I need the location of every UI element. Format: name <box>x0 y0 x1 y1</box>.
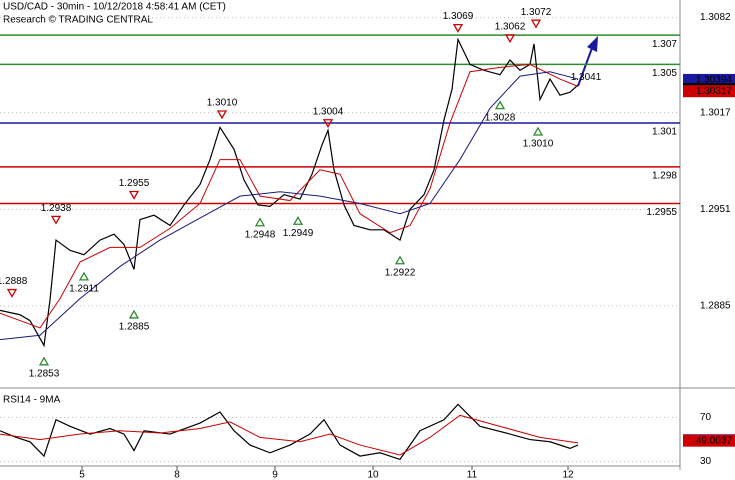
high-label: 1.3072 <box>521 7 552 18</box>
rsi-title: RSI14 - 9MA <box>3 395 61 406</box>
high-label: 1.3010 <box>207 98 238 109</box>
price-tag <box>683 73 735 86</box>
level-label: 1.301 <box>652 127 677 138</box>
high-label: 1.2938 <box>41 203 72 214</box>
high-label: 1.2955 <box>119 178 150 189</box>
high-marker <box>128 190 140 200</box>
low-marker <box>532 126 544 136</box>
high-marker <box>6 288 18 298</box>
level-label: 1.305 <box>652 68 677 79</box>
high-marker <box>504 34 516 44</box>
level-label: 1.2955 <box>646 207 677 218</box>
x-tick-label: 9 <box>272 470 278 480</box>
x-tick-label: 10 <box>367 470 379 480</box>
y-tick-label: 70 <box>700 412 712 423</box>
high-marker <box>530 19 542 29</box>
low-marker <box>494 100 506 110</box>
y-tick-label: 30 <box>700 456 712 467</box>
series-line <box>0 414 579 456</box>
low-label: 1.2922 <box>385 267 416 278</box>
high-marker <box>322 119 334 129</box>
price-tag <box>683 434 735 447</box>
forecast-arrow <box>577 47 593 87</box>
high-marker <box>216 110 228 120</box>
x-tick-label: 11 <box>467 470 478 480</box>
low-marker <box>394 255 406 265</box>
high-label: 1.2888 <box>0 276 28 287</box>
high-label: 1.3069 <box>443 11 474 22</box>
high-label: 1.3004 <box>313 106 344 117</box>
low-label: 1.2911 <box>69 284 99 295</box>
target-label: 1.3041 <box>571 72 602 83</box>
chart-subtitle: Research © TRADING CENTRAL <box>3 15 153 26</box>
low-label: 1.2948 <box>245 229 276 240</box>
high-marker <box>50 215 62 225</box>
low-marker <box>78 271 90 281</box>
high-marker <box>452 23 464 33</box>
low-label: 1.2885 <box>119 322 150 333</box>
low-label: 1.2853 <box>29 368 60 379</box>
forecast-arrow-head <box>587 36 598 52</box>
level-label: 1.307 <box>652 39 677 50</box>
low-marker <box>38 356 50 366</box>
y-tick-label: 1.3017 <box>700 107 731 118</box>
price-tag <box>683 85 735 98</box>
price-tag-label: 49.0037 <box>696 435 733 446</box>
series-line <box>0 71 579 341</box>
price-tag-label: 1.30394 <box>696 75 733 86</box>
series-line <box>0 63 579 329</box>
y-tick-label: 1.2885 <box>700 301 731 312</box>
level-label: 1.298 <box>652 171 677 182</box>
chart-title: USD/CAD - 30min - 10/12/2018 4:58:41 AM … <box>3 2 226 13</box>
low-label: 1.3010 <box>523 139 554 150</box>
y-tick-label: 1.2951 <box>700 204 731 215</box>
low-marker <box>128 309 140 319</box>
price-tag-label: 1.30317 <box>696 86 733 97</box>
x-tick-label: 12 <box>562 470 574 480</box>
low-marker <box>254 217 266 227</box>
y-tick-label: 1.3082 <box>700 12 731 23</box>
x-tick-label: 5 <box>79 470 85 480</box>
low-label: 1.3028 <box>485 112 516 123</box>
low-marker <box>292 215 304 225</box>
low-label: 1.2949 <box>283 228 314 239</box>
x-tick-label: 8 <box>174 470 180 480</box>
high-label: 1.3062 <box>495 21 526 32</box>
